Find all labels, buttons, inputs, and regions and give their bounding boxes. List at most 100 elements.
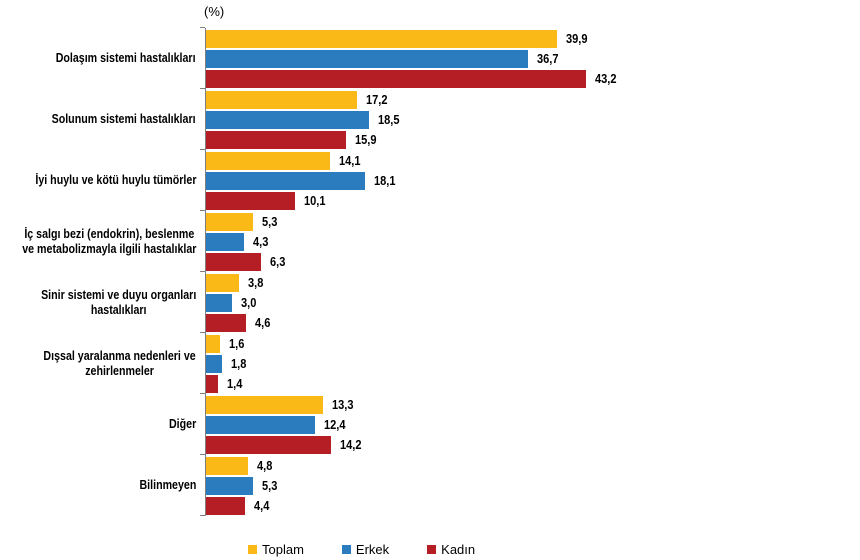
bar-toplam [206,456,249,475]
value-label: 18,5 [377,112,400,127]
bar-line-toplam: 3,8 [206,273,821,292]
bar-erkek [206,354,222,373]
category-row: Dışsal yaralanma nedenleri ve zehirlenme… [0,332,821,394]
bar-line-kadın: 14,2 [206,435,821,454]
category-label: Dışsal yaralanma nedenleri ve zehirlenme… [0,333,205,394]
category-row: Dolaşım sistemi hastalıkları 39,9 36,7 43,2 [0,27,821,89]
bar-kadın [206,191,295,210]
bar-kadın [206,374,219,393]
unit-label: (%) [204,4,225,19]
value-label: 10,1 [303,193,326,208]
bar-toplam [206,90,358,109]
bar-line-kadın: 1,4 [206,374,821,393]
bar-kadın [206,496,245,515]
category-label: Diğer [0,394,205,455]
bar-line-erkek: 5,3 [206,476,821,495]
value-label: 1,8 [230,356,247,371]
bar-line-erkek: 18,5 [206,110,821,129]
category-bars: 39,9 36,7 43,2 [200,27,821,89]
value-label: 43,2 [594,71,617,86]
plot-area: Dolaşım sistemi hastalıkları 39,9 36,7 43,2… [0,27,821,516]
bar-erkek [206,476,253,495]
category-bars: 4,8 5,3 4,4 [200,454,821,516]
bar-line-erkek: 3,0 [206,293,821,312]
bar-line-erkek: 12,4 [206,415,821,434]
legend-label: Erkek [355,542,390,557]
category-bars: 5,3 4,3 6,3 [200,210,821,272]
bar-toplam [206,273,240,292]
category-label-text: Sinir sistemi ve duyu organları hastalık… [40,286,196,317]
bar-toplam [206,395,323,414]
legend-swatch [248,545,257,554]
category-bars: 14,1 18,1 10,1 [200,149,821,211]
bar-line-erkek: 36,7 [206,49,821,68]
category-row: İç salgı bezi (endokrin), beslenme ve me… [0,210,821,272]
bar-kadın [206,130,346,149]
value-label: 15,9 [354,132,377,147]
bar-line-erkek: 4,3 [206,232,821,251]
value-label: 1,4 [227,376,243,391]
bar-line-erkek: 1,8 [206,354,821,373]
category-label-text: İyi huylu ve kötü huylu tümörler [34,172,196,188]
category-label-text: Diğer [168,416,196,432]
bar-kadın [206,313,247,332]
bar-toplam [206,334,221,353]
bar-kadın [206,435,331,454]
category-bars: 13,3 12,4 14,2 [200,393,821,455]
category-row: İyi huylu ve kötü huylu tümörler 14,1 18,1… [0,149,821,211]
bar-line-toplam: 13,3 [206,395,821,414]
value-label: 17,2 [366,92,388,107]
bar-erkek [206,232,244,251]
legend: Toplam Erkek Kadın [248,542,475,557]
category-label-text: Solunum sistemi hastalıkları [52,111,196,127]
legend-item-erkek: Erkek [341,542,390,557]
category-row: Sinir sistemi ve duyu organları hastalık… [0,271,821,333]
category-label-text: Dolaşım sistemi hastalıkları [56,50,196,66]
category-label: Dolaşım sistemi hastalıkları [0,28,205,89]
value-label: 4,6 [255,315,271,330]
value-label: 14,1 [338,153,361,168]
bar-erkek [206,415,315,434]
category-row: Solunum sistemi hastalıkları 17,2 18,5 15,9 [0,88,821,150]
legend-label: Toplam [262,542,304,557]
category-label-text: Dışsal yaralanma nedenleri ve zehirlenme… [43,347,196,378]
bar-line-kadın: 10,1 [206,191,821,210]
bar-kadın [206,69,586,88]
bar-line-kadın: 43,2 [206,69,821,88]
bar-line-kadın: 6,3 [206,252,821,271]
category-label: İyi huylu ve kötü huylu tümörler [0,150,205,211]
value-label: 4,8 [257,458,273,473]
bar-erkek [206,293,233,312]
bar-line-erkek: 18,1 [206,171,821,190]
value-label: 5,3 [261,214,277,229]
value-label: 13,3 [331,397,354,412]
bar-line-kadın: 4,6 [206,313,821,332]
value-label: 4,3 [252,234,269,249]
bar-line-toplam: 4,8 [206,456,821,475]
category-label: İç salgı bezi (endokrin), beslenme ve me… [0,211,205,272]
value-label: 6,3 [270,254,286,269]
value-label: 3,0 [241,295,257,310]
category-label: Sinir sistemi ve duyu organları hastalık… [0,272,205,333]
value-label: 1,6 [229,336,245,351]
category-bars: 1,6 1,8 1,4 [200,332,821,394]
legend-swatch [341,545,351,554]
legend-item-kadın: Kadın [427,542,475,557]
bar-line-kadın: 4,4 [206,496,821,515]
value-label: 4,4 [253,498,270,513]
bar-toplam [206,212,253,231]
bar-erkek [206,171,366,190]
value-label: 12,4 [323,417,346,432]
category-row: Bilinmeyen 4,8 5,3 4,4 [0,454,821,516]
value-label: 3,8 [248,275,264,290]
bar-line-toplam: 39,9 [206,29,821,48]
value-label: 18,1 [374,173,396,188]
bar-erkek [206,110,369,129]
bar-line-toplam: 17,2 [206,90,821,109]
value-label: 14,2 [339,437,362,452]
category-label-text: Bilinmeyen [139,477,196,493]
bar-toplam [206,29,557,48]
bar-line-toplam: 1,6 [206,334,821,353]
category-bars: 17,2 18,5 15,9 [200,88,821,150]
